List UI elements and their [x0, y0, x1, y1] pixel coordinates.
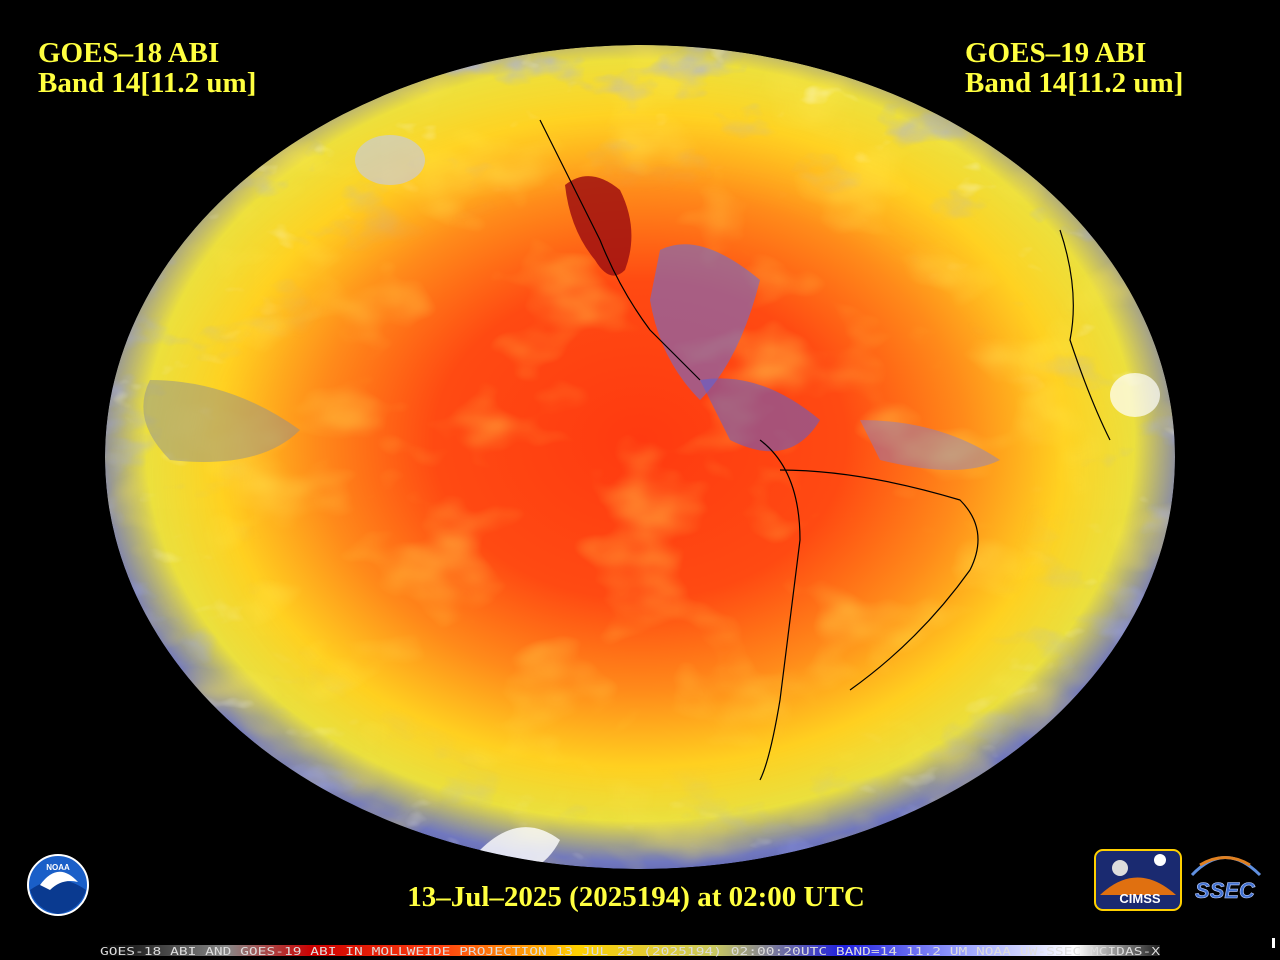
- earth-disk: [105, 45, 1175, 869]
- cimss-label: CIMSS: [1119, 891, 1161, 906]
- cimss-logo: CIMSS: [1094, 849, 1182, 911]
- right-satellite: GOES–19 ABI: [965, 37, 1146, 69]
- color-scale: [100, 945, 1160, 956]
- cloud-tops: [105, 45, 1175, 869]
- footer-caption: GOES-18 ABI AND GOES-19 ABI IN MOLLWEIDE…: [100, 945, 1160, 958]
- cimss-globe: [1100, 877, 1176, 895]
- noaa-logo: NOAA: [27, 854, 89, 916]
- left-satellite: GOES–18 ABI: [38, 37, 219, 69]
- convection: [650, 244, 760, 400]
- scale-marker: [1272, 938, 1275, 948]
- hot-land: [565, 176, 632, 276]
- convection: [860, 420, 1000, 470]
- storm: [1110, 373, 1160, 417]
- timestamp: 13–Jul–2025 (2025194) at 02:00 UTC: [407, 881, 865, 913]
- storm: [355, 135, 425, 185]
- coastline: [539, 119, 701, 381]
- coastline: [1059, 229, 1111, 441]
- cloud: [143, 380, 300, 462]
- convection: [700, 378, 820, 452]
- edge-clouds: [105, 45, 1175, 869]
- coastline: [779, 469, 979, 691]
- cimss-dish: [1112, 860, 1128, 876]
- noaa-bird: [40, 871, 78, 890]
- ssec-arc: [1199, 856, 1251, 867]
- coastline: [759, 439, 801, 781]
- ssec-label: SSEC: [1195, 878, 1256, 903]
- noaa-label: NOAA: [46, 863, 70, 872]
- ssec-logo: SSEC: [1190, 856, 1262, 903]
- right-band: Band 14[11.2 um]: [965, 67, 1183, 99]
- noaa-wave: [30, 880, 86, 914]
- left-band: Band 14[11.2 um]: [38, 67, 256, 99]
- cimss-tower: [1154, 854, 1166, 866]
